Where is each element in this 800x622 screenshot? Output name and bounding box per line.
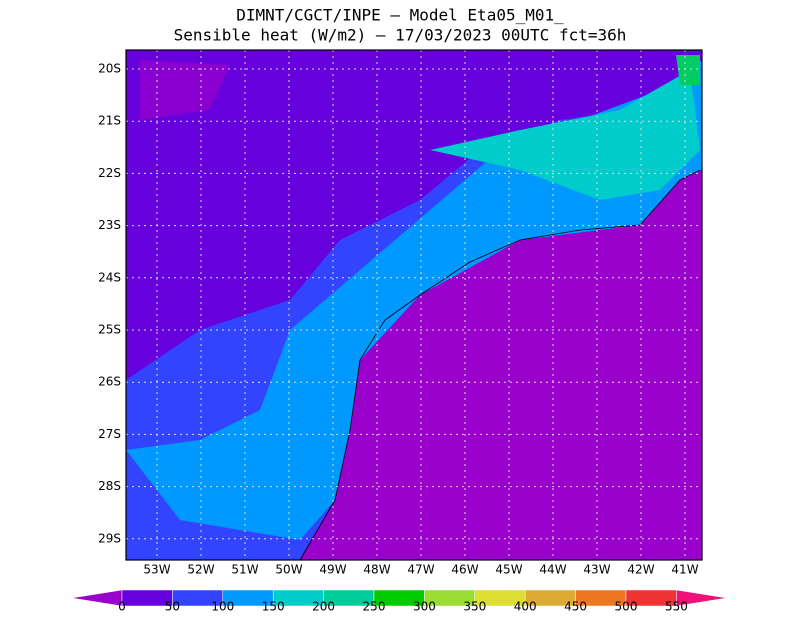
- field-150: [430, 70, 700, 200]
- lon-label: 41W: [671, 563, 698, 577]
- coastline: [299, 169, 701, 561]
- lon-label: 49W: [319, 563, 346, 577]
- lon-label: 52W: [187, 563, 214, 577]
- lat-label: 21S: [98, 114, 121, 128]
- lon-label: 43W: [583, 563, 610, 577]
- lon-label: 44W: [539, 563, 566, 577]
- colorbar-label: 300: [413, 600, 436, 614]
- lon-label: 45W: [495, 563, 522, 577]
- colorbar-label: 50: [165, 600, 180, 614]
- lat-label: 29S: [98, 531, 121, 545]
- lon-label: 48W: [363, 563, 390, 577]
- graticule: 20S 21S 22S 23S 24S 25S 26S 27S 28S 29S 53W 52W 51W 5…: [98, 50, 702, 577]
- lon-label: 47W: [407, 563, 434, 577]
- colorbar-label: 450: [564, 600, 587, 614]
- colorbar-left-arrow: [71, 589, 123, 607]
- lat-label: 28S: [98, 479, 121, 493]
- lat-label: 26S: [98, 375, 121, 389]
- lat-label: 24S: [98, 270, 121, 284]
- colorbar-label: 500: [615, 600, 638, 614]
- lat-label: 25S: [98, 323, 121, 337]
- lon-label: 50W: [275, 563, 302, 577]
- lon-label: 51W: [231, 563, 258, 577]
- map-frame: [125, 49, 703, 561]
- colorbar-label: 100: [211, 600, 234, 614]
- colorbar-label: 550: [665, 600, 688, 614]
- colorbar-label: 150: [262, 600, 285, 614]
- colorbar-right-arrow: [676, 589, 727, 607]
- map-field: [126, 50, 702, 561]
- colorbar-label: 400: [514, 600, 537, 614]
- lat-label: 20S: [98, 62, 121, 76]
- lon-label: 42W: [627, 563, 654, 577]
- lon-label: 46W: [451, 563, 478, 577]
- lat-label: 23S: [98, 218, 121, 232]
- field-250: [676, 55, 700, 85]
- lat-label: 22S: [98, 166, 121, 180]
- title-line-2: Sensible heat (W/m2) – 17/03/2023 00UTC …: [174, 26, 627, 45]
- colorbar-label: 350: [463, 600, 486, 614]
- colorbar-label: 250: [363, 600, 386, 614]
- colorbar-label: 0: [118, 600, 126, 614]
- lon-label: 53W: [143, 563, 170, 577]
- field-low: [140, 60, 230, 120]
- colorbar-label: 200: [312, 600, 335, 614]
- title-line-1: DIMNT/CGCT/INPE – Model Eta05_M01_: [236, 6, 564, 25]
- lat-label: 27S: [98, 427, 121, 441]
- colorbar: 0 50 100 150 200 250 300 350 400 450 500 550: [71, 589, 727, 614]
